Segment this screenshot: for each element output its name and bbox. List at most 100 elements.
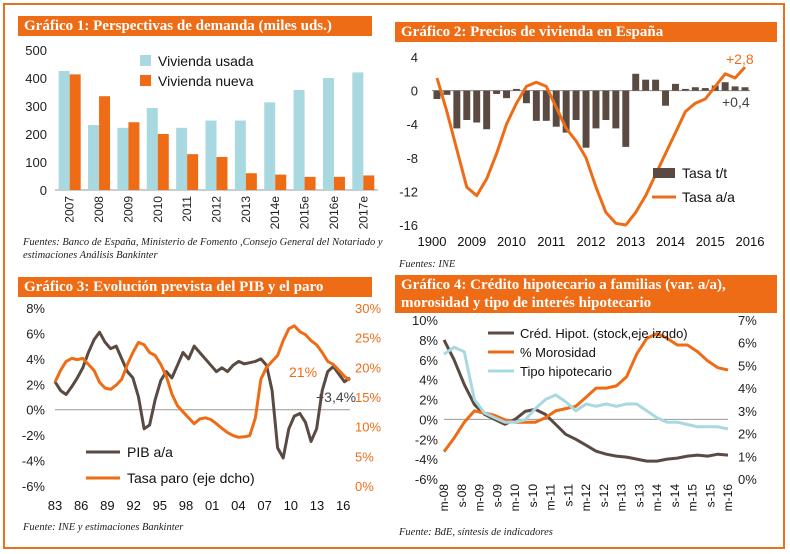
bar-tasa-tt	[642, 79, 650, 91]
y-tick-label-right: 25%	[355, 331, 381, 346]
chart2-source: Fuentes: INE	[399, 259, 456, 270]
y-tick-label-left: -6%	[22, 479, 46, 494]
bar-tasa-tt	[662, 90, 669, 106]
y-tick-label: -16	[399, 218, 418, 233]
bar-tasa-tt	[453, 90, 461, 129]
y-tick-label-left: 4%	[419, 373, 438, 388]
bar-tasa-tt	[622, 90, 630, 147]
bar-tasa-tt	[463, 90, 471, 120]
bar-nueva	[69, 74, 81, 190]
bar-tasa-tt	[493, 90, 501, 94]
x-tick-label: 2009	[121, 196, 135, 223]
x-tick-label: 2014	[656, 234, 685, 249]
x-tick-label: m-13	[615, 484, 629, 512]
x-tick-label: 98	[179, 498, 193, 513]
legend-swatch-bar	[653, 168, 675, 178]
y-tick-label-left: -2%	[22, 428, 46, 443]
y-tick-label: 200	[25, 127, 47, 142]
bar-tasa-tt	[592, 90, 600, 129]
x-tick-label: s-14	[668, 484, 682, 508]
x-tick-label: m-10	[508, 484, 522, 512]
y-tick-label-right: 6%	[738, 336, 757, 351]
x-tick-label: 2012	[577, 234, 606, 249]
bar-tasa-tt	[672, 83, 679, 91]
x-tick-label: 1900	[418, 234, 447, 249]
bar-tasa-tt	[701, 88, 709, 91]
chart3-title: Gráfico 3: Evolución prevista del PIB y …	[18, 277, 372, 297]
bar-tasa-tt	[612, 90, 620, 129]
x-tick-label: 2010	[497, 234, 526, 249]
x-tick-label: 01	[205, 498, 219, 513]
bar-nueva	[333, 176, 345, 190]
y-tick-label-left: -4%	[415, 452, 439, 467]
x-tick-label: s-13	[632, 484, 646, 508]
bar-nueva	[157, 134, 169, 190]
chart3-svg: 8% 6% 4% 2% 0% -2% -4% -6% 30% 25% 20% 15% 10% 5% 0% 83…	[22, 301, 382, 513]
y-tick-label-right: 1%	[738, 449, 757, 464]
x-tick-label: 2007	[63, 196, 77, 223]
bar-tasa-tt	[721, 82, 729, 91]
y-tick-label-left: -4%	[22, 454, 46, 469]
x-tick-label: 86	[74, 498, 88, 513]
bar-tasa-tt	[582, 90, 590, 148]
legend-swatch	[140, 75, 151, 86]
bar-nueva	[216, 156, 228, 190]
x-tick-label: m-14	[650, 484, 664, 512]
y-tick-label-left: 8%	[419, 333, 438, 348]
legend-label: Vivienda nueva	[158, 73, 254, 89]
line-tasa-aa	[435, 66, 747, 227]
y-tick-label: 0	[40, 183, 47, 198]
bar-usada	[117, 127, 129, 190]
x-tick-label: m-12	[579, 484, 593, 512]
chart2-title: Gráfico 2: Precios de vivienda en España	[395, 22, 777, 42]
legend-label: Tasa paro (eje dcho)	[127, 470, 255, 486]
legend-label: Tipo hipotecario	[520, 364, 612, 379]
line-paro	[53, 324, 351, 439]
chart3-source: Fuente: INE y estimaciones Bankinter	[23, 522, 184, 533]
x-tick-label: 2016	[736, 234, 765, 249]
x-tick-label: 2013	[616, 234, 645, 249]
y-tick-label-right: 2%	[738, 427, 757, 442]
x-tick-label: 2009	[457, 234, 486, 249]
y-tick-label: -4	[406, 117, 418, 132]
bar-usada	[176, 127, 188, 190]
x-tick-label: 2011	[180, 196, 194, 222]
bar-nueva	[275, 174, 287, 190]
bar-tasa-tt	[681, 88, 689, 91]
x-tick-label: m-16	[721, 484, 735, 512]
chart4-source: Fuente: BdE, síntesis de indicadores	[399, 527, 553, 538]
x-tick-label: 04	[231, 498, 245, 513]
y-tick-label-left: 0%	[26, 403, 45, 418]
legend-label: Créd. Hipot. (stock,eje izqdo)	[520, 326, 688, 341]
x-tick-label: m-08	[437, 484, 451, 512]
bar-usada	[264, 102, 276, 190]
y-tick-label: 400	[25, 71, 47, 86]
y-tick-label-right: 10%	[355, 420, 381, 435]
outer-frame	[3, 3, 785, 549]
x-tick-label: 2008	[92, 196, 106, 223]
annotation-pib: +3,4%	[316, 389, 356, 405]
bar-usada	[205, 120, 217, 190]
bar-tasa-tt	[473, 90, 481, 123]
x-tick-label: s-09	[490, 484, 504, 508]
x-tick-label: 2016e	[327, 196, 341, 230]
y-tick-label: -12	[399, 184, 418, 199]
y-tick-label-left: 4%	[26, 352, 45, 367]
y-tick-label-right: 20%	[355, 360, 381, 375]
y-tick-label-left: 6%	[419, 353, 438, 368]
x-tick-label: 2015	[696, 234, 725, 249]
x-tick-label: 92	[126, 498, 140, 513]
y-tick-label: 0	[411, 84, 418, 99]
bar-nueva	[304, 176, 316, 190]
x-tick-label: 2014e	[268, 196, 282, 230]
y-tick-label-right: 15%	[355, 390, 381, 405]
x-tick-label: 89	[100, 498, 114, 513]
x-tick-label: s-12	[597, 484, 611, 508]
bar-usada	[146, 107, 158, 190]
legend-label: PIB a/a	[127, 444, 173, 460]
y-tick-label-right: 30%	[355, 301, 381, 316]
bar-usada	[322, 78, 334, 190]
bar-tasa-tt	[503, 90, 510, 99]
